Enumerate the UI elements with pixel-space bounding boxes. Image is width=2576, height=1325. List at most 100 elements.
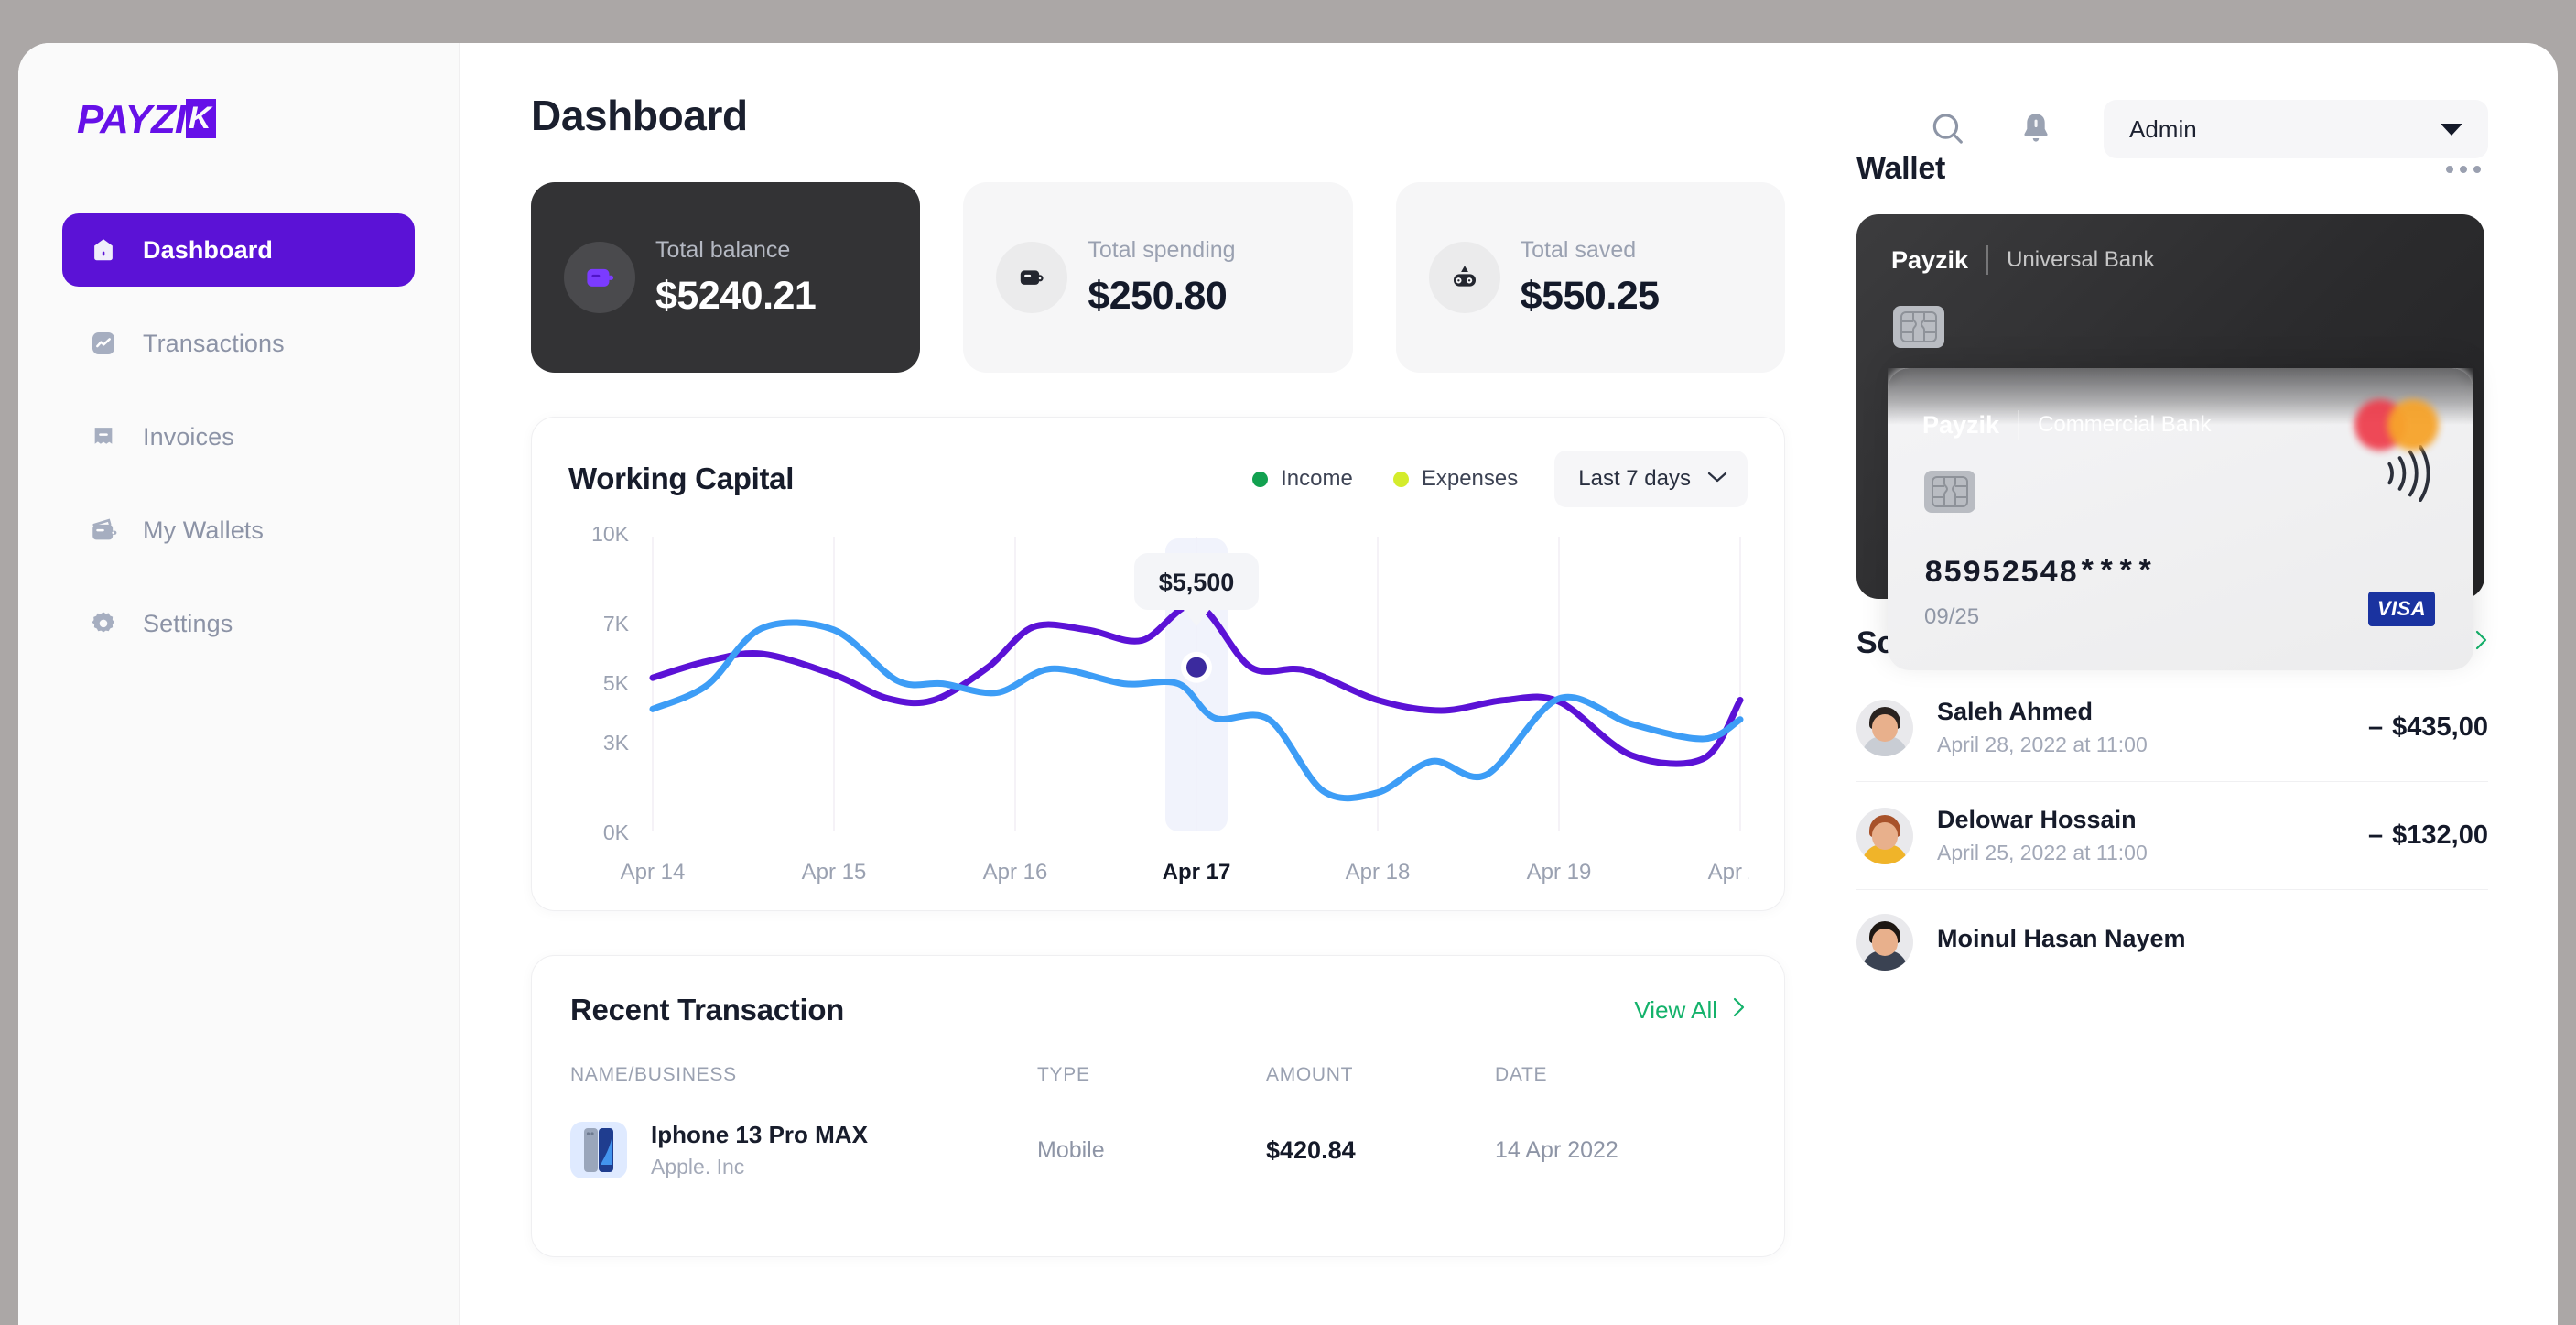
avatar (1856, 699, 1913, 756)
transfer-date: April 28, 2022 at 11:00 (1937, 733, 2148, 756)
transfer-amount-value: $132,00 (2392, 820, 2488, 850)
app-logo[interactable]: PAYZI K (77, 95, 415, 145)
bank-card-commercial[interactable]: Payzik Commercial Bank 85952548**** 09/2… (1888, 368, 2473, 670)
table-row[interactable]: Iphone 13 Pro MAX Apple. Inc Mobile $420… (570, 1121, 1746, 1179)
chevron-down-icon (2441, 123, 2462, 136)
sidebar-item-transactions[interactable]: Transactions (62, 307, 415, 380)
logo-text: PAYZI (77, 97, 186, 142)
legend-item-expenses: Expenses (1392, 466, 1518, 492)
recent-transactions-header: Recent Transaction View All (570, 993, 1746, 1027)
transfer-name: Delowar Hossain (1937, 806, 2137, 833)
invoice-icon (88, 421, 119, 452)
svg-text:10K: 10K (591, 522, 630, 546)
transfer-amount: – $132,00 (2368, 820, 2488, 851)
bell-icon[interactable] (2018, 110, 2054, 148)
transaction-type: Mobile (1037, 1136, 1105, 1163)
search-icon[interactable] (1928, 109, 1968, 149)
iphone-thumb-icon (570, 1122, 627, 1178)
stat-label: Total saved (1520, 236, 1637, 263)
sidebar-item-label: Dashboard (143, 235, 273, 264)
transfer-row[interactable]: Saleh Ahmed April 28, 2022 at 11:00 – $43… (1856, 674, 2488, 782)
card-bank-name: Commercial Bank (2038, 412, 2212, 437)
more-horizontal-icon[interactable] (2439, 158, 2488, 180)
svg-text:5K: 5K (603, 671, 630, 695)
column-header-name: NAME/BUSINESS (570, 1064, 737, 1085)
chart-range-select[interactable]: Last 7 days (1554, 451, 1748, 507)
svg-text:Apr 19: Apr 19 (1527, 860, 1592, 885)
svg-text:7K: 7K (603, 612, 630, 635)
stat-value: $250.80 (1088, 273, 1228, 318)
chart-plot[interactable]: 0K 3K 5K 7K 10K $5,500 Apr 14 Apr 15 Apr 16 Apr 1… (568, 520, 1749, 905)
wallet-icon (88, 515, 119, 546)
contactless-icon (2382, 445, 2433, 506)
svg-text:Apr 17: Apr 17 (1163, 860, 1231, 885)
transfer-row[interactable]: Delowar Hossain April 25, 2022 at 11:00 … (1856, 782, 2488, 890)
card-brand: Payzik (1891, 245, 1969, 274)
sidebar-item-invoices[interactable]: Invoices (62, 400, 415, 473)
chart-svg: 0K 3K 5K 7K 10K $5,500 Apr 14 Apr 15 Apr 16 Apr 1… (591, 522, 1749, 885)
svg-text:3K: 3K (603, 731, 630, 755)
svg-text:Apr 16: Apr 16 (983, 860, 1048, 885)
stat-cards: Total balance $5240.21 Total spending $2… (531, 182, 1785, 373)
svg-text:0K: 0K (603, 820, 630, 844)
recent-transactions-card: Recent Transaction View All NAME/BUSINES… (531, 955, 1785, 1257)
transfer-amount: – $435,00 (2368, 712, 2488, 743)
stat-card-total-spending[interactable]: Total spending $250.80 (963, 182, 1353, 373)
stat-card-total-balance[interactable]: Total balance $5240.21 (531, 182, 921, 373)
header-actions: Admin (1928, 100, 2488, 158)
stat-label: Total balance (655, 236, 791, 263)
stat-card-total-saved[interactable]: Total saved $550.25 (1395, 182, 1785, 373)
transfer-sign: – (2368, 712, 2384, 742)
recent-transactions-view-all-button[interactable]: View All (1634, 996, 1746, 1025)
wallet-icon (564, 242, 635, 313)
card-expiry: 09/25 (1924, 604, 1980, 629)
svg-text:$5,500: $5,500 (1159, 569, 1235, 596)
legend-item-income: Income (1252, 466, 1353, 492)
chip-icon (1924, 471, 1975, 513)
card-bank-name: Universal Bank (2007, 247, 2155, 272)
chart-square-icon (88, 328, 119, 359)
legend-label: Income (1281, 466, 1353, 491)
column-header-type: TYPE (1037, 1064, 1090, 1085)
legend-dot-income (1252, 471, 1269, 487)
scheduled-transfers: Scheduled Transfers View All Saleh Ahmed… (1856, 625, 2488, 994)
svg-text:Apr 15: Apr 15 (802, 860, 867, 885)
chevron-right-icon (2474, 629, 2488, 657)
wallet-title: Wallet (1856, 151, 1946, 186)
transfer-name: Saleh Ahmed (1937, 698, 2094, 725)
chart-title: Working Capital (568, 462, 795, 495)
chart-range-label: Last 7 days (1578, 466, 1691, 491)
card-brand: Payzik (1922, 410, 2000, 439)
transaction-amount: $420.84 (1266, 1135, 1356, 1164)
transfer-sign: – (2368, 820, 2384, 850)
stat-label: Total spending (1088, 236, 1236, 263)
working-capital-chart-card: Working Capital Income Expenses Last 7 d… (531, 417, 1785, 911)
sidebar-item-dashboard[interactable]: Dashboard (62, 213, 415, 287)
table-header-row: NAME/BUSINESS TYPE AMOUNT DATE (570, 1064, 1746, 1086)
transfer-date: April 25, 2022 at 11:00 (1937, 841, 2148, 864)
sidebar-item-my-wallets[interactable]: My Wallets (62, 494, 415, 567)
account-label: Admin (2129, 114, 2197, 143)
transfer-amount-value: $435,00 (2392, 712, 2488, 742)
visa-icon: VISA (2368, 592, 2435, 626)
transaction-business: Apple. Inc (651, 1155, 745, 1178)
wallet-header: Wallet (1856, 151, 2488, 187)
card-icon (996, 242, 1068, 313)
column-header-amount: AMOUNT (1266, 1064, 1354, 1085)
recent-transactions-table: NAME/BUSINESS TYPE AMOUNT DATE Iphone 13… (570, 1064, 1746, 1179)
svg-text:Apr 18: Apr 18 (1346, 860, 1411, 885)
gear-icon (88, 608, 119, 639)
stat-value: $550.25 (1520, 273, 1660, 318)
legend-dot-expenses (1392, 471, 1409, 487)
column-header-date: DATE (1495, 1064, 1548, 1085)
transfer-row[interactable]: Moinul Hasan Nayem (1856, 890, 2488, 994)
divider (2018, 410, 2020, 440)
logo-badge-k: K (186, 98, 216, 138)
recent-transactions-title: Recent Transaction (570, 993, 845, 1026)
account-select[interactable]: Admin (2104, 100, 2488, 158)
chip-icon (1893, 306, 1944, 348)
chart-legend: Income Expenses (1252, 466, 1518, 492)
sidebar-item-settings[interactable]: Settings (62, 587, 415, 660)
sidebar-item-label: Invoices (143, 422, 234, 451)
page-title: Dashboard (531, 92, 748, 139)
